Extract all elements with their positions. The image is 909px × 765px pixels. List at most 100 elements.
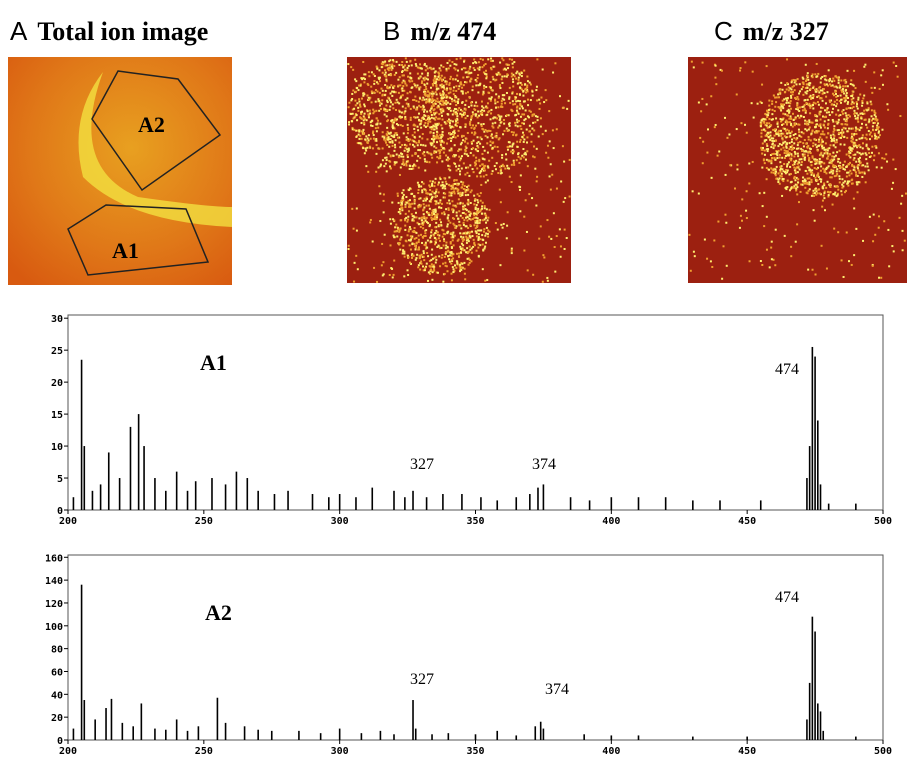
pixel <box>717 221 719 223</box>
panel-letter: B <box>383 16 400 46</box>
peak <box>84 446 86 510</box>
pixel <box>514 75 516 77</box>
pixel <box>477 222 479 224</box>
pixel <box>389 141 391 143</box>
pixel <box>814 73 816 75</box>
pixel <box>562 107 564 109</box>
pixel <box>477 74 479 76</box>
peak <box>211 478 213 510</box>
pixel <box>525 153 527 155</box>
pixel <box>419 98 421 100</box>
pixel <box>487 236 489 238</box>
pixel <box>438 113 440 115</box>
pixel <box>832 170 834 172</box>
pixel <box>704 239 706 241</box>
pixel <box>443 238 445 240</box>
pixel <box>527 104 529 106</box>
pixel <box>362 61 364 63</box>
pixel <box>484 169 486 171</box>
peak <box>611 497 613 510</box>
pixel <box>433 192 435 194</box>
pixel <box>473 134 475 136</box>
pixel <box>781 175 783 177</box>
pixel <box>859 146 861 148</box>
pixel <box>467 258 469 260</box>
pixel <box>448 220 450 222</box>
pixel <box>502 133 504 135</box>
peak <box>820 484 822 510</box>
pixel <box>378 167 380 169</box>
pixel <box>419 257 421 259</box>
pixel <box>453 90 455 92</box>
pixel <box>525 88 527 90</box>
pixel <box>512 81 514 83</box>
pixel <box>453 218 455 220</box>
pixel <box>848 260 850 262</box>
pixel <box>521 136 523 138</box>
pixel <box>503 99 505 101</box>
pixel <box>446 89 448 91</box>
pixel <box>472 113 474 115</box>
pixel <box>852 182 854 184</box>
pixel <box>403 163 405 165</box>
pixel <box>487 136 489 138</box>
pixel <box>462 236 464 238</box>
pixel <box>807 192 809 194</box>
pixel <box>389 67 391 69</box>
pixel <box>399 116 401 118</box>
pixel <box>845 85 847 87</box>
pixel <box>443 240 445 242</box>
pixel <box>808 136 810 138</box>
pixel <box>420 120 422 122</box>
pixel <box>834 165 836 167</box>
pixel <box>375 101 377 103</box>
pixel <box>522 148 524 150</box>
pixel <box>353 108 355 110</box>
pixel <box>419 63 421 65</box>
pixel <box>824 109 826 111</box>
pixel <box>451 100 453 102</box>
pixel <box>461 87 463 89</box>
pixel <box>456 115 458 117</box>
pixel <box>429 98 431 100</box>
pixel <box>451 259 453 261</box>
pixel <box>458 224 460 226</box>
pixel <box>364 138 366 140</box>
pixel <box>833 104 835 106</box>
pixel <box>389 274 391 276</box>
pixel <box>838 119 840 121</box>
pixel <box>409 244 411 246</box>
pixel <box>446 225 448 227</box>
pixel <box>486 114 488 116</box>
pixel <box>805 180 807 182</box>
pixel <box>766 122 768 124</box>
pixel <box>370 219 372 221</box>
pixel <box>465 225 467 227</box>
peak <box>165 491 167 510</box>
pixel <box>485 232 487 234</box>
pixel <box>461 263 463 265</box>
pixel <box>475 62 477 64</box>
pixel <box>467 91 469 93</box>
pixel <box>815 190 817 192</box>
pixel <box>802 86 804 88</box>
pixel <box>808 181 810 183</box>
pixel <box>469 164 471 166</box>
pixel <box>464 126 466 128</box>
pixel <box>805 102 807 104</box>
pixel <box>412 165 414 167</box>
pixel <box>407 234 409 236</box>
pixel <box>855 171 857 173</box>
peak <box>94 719 96 740</box>
pixel <box>793 142 795 144</box>
pixel <box>835 90 837 92</box>
pixel <box>866 134 868 136</box>
pixel <box>790 159 792 161</box>
pixel <box>427 74 429 76</box>
pixel <box>497 101 499 103</box>
pixel <box>396 61 398 63</box>
pixel <box>485 181 487 183</box>
pixel <box>781 168 783 170</box>
pixel <box>490 100 492 102</box>
pixel <box>866 127 868 129</box>
